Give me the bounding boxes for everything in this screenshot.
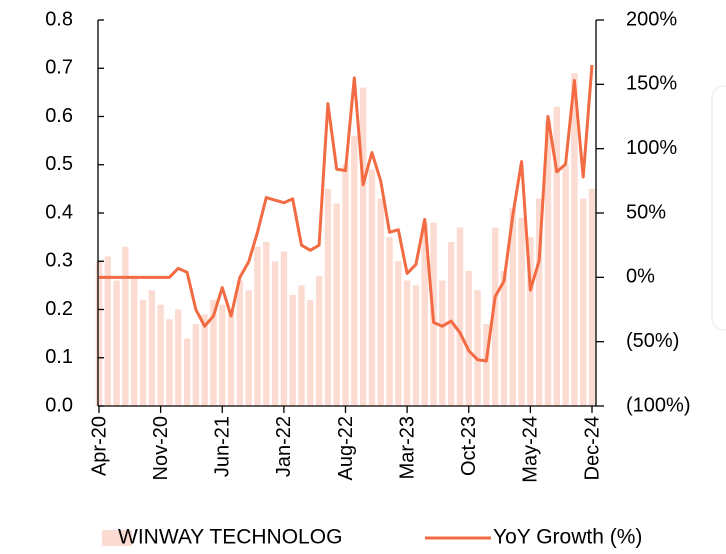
bar: [509, 208, 516, 406]
y-tick-label: 0.0: [45, 394, 73, 416]
bar: [131, 275, 138, 406]
bar: [403, 280, 411, 406]
bar: [421, 222, 428, 406]
y-tick-label: 0.4: [45, 201, 73, 223]
x-tick-label: Jun-21: [212, 416, 234, 477]
bar: [500, 270, 508, 406]
bar: [439, 280, 446, 406]
x-tick-label: May-24: [520, 416, 542, 483]
bar: [447, 241, 455, 406]
bar: [474, 290, 481, 406]
y-tick-label: 0.8: [45, 8, 73, 30]
bar: [368, 169, 376, 406]
bar: [588, 188, 596, 406]
bar: [245, 290, 252, 406]
x-tick-label: Aug-22: [335, 416, 357, 481]
bar: [236, 280, 244, 406]
bar: [315, 275, 323, 406]
bar: [210, 299, 217, 406]
x-tick-label: Mar-23: [396, 416, 418, 479]
y2-tick-label: 150%: [626, 73, 677, 95]
y-tick-label: 0.5: [45, 153, 73, 175]
legend-swatch: [102, 530, 132, 546]
bar: [342, 164, 349, 406]
bar: [456, 227, 464, 406]
bar: [518, 217, 525, 406]
bar: [175, 309, 182, 406]
x-tick-label: Apr-20: [88, 416, 110, 476]
bar: [219, 304, 226, 406]
y2-tick-label: 50%: [626, 201, 666, 223]
bar: [298, 285, 305, 406]
bar: [491, 227, 499, 406]
bar: [333, 203, 340, 406]
bar: [544, 121, 552, 406]
bar: [289, 295, 296, 406]
bar: [192, 323, 200, 406]
side-panel: [711, 85, 726, 331]
bar: [412, 285, 420, 406]
bar: [465, 270, 472, 406]
bar: [307, 299, 314, 406]
x-tick-label: Jan-22: [273, 416, 295, 477]
bar: [579, 198, 587, 406]
bar: [166, 319, 173, 406]
bar: [122, 246, 129, 406]
bar: [527, 237, 534, 406]
bar: [95, 261, 103, 406]
bar: [324, 188, 332, 406]
y2-tick-label: (50%): [626, 330, 679, 352]
bar: [562, 164, 569, 406]
bar: [359, 87, 367, 407]
bar: [386, 237, 393, 406]
bar: [280, 251, 288, 406]
bar: [104, 256, 112, 406]
legend-label: WINWAY TECHNOLOG: [118, 526, 342, 549]
y2-tick-label: (100%): [626, 394, 690, 416]
bar: [271, 261, 279, 406]
bar: [553, 106, 560, 406]
legend-label: YoY Growth (%): [493, 526, 642, 549]
bar: [201, 314, 208, 406]
bar: [254, 246, 261, 406]
bar: [183, 338, 191, 406]
bar: [571, 73, 578, 406]
y2-tick-label: 200%: [626, 8, 677, 30]
bar: [395, 261, 402, 406]
y-tick-label: 0.1: [45, 346, 73, 368]
y-tick-label: 0.3: [45, 250, 73, 272]
y2-tick-label: 0%: [626, 266, 655, 288]
bar: [148, 290, 156, 406]
y-tick-label: 0.7: [45, 57, 73, 79]
bar: [227, 309, 235, 406]
bar: [139, 299, 147, 406]
bar: [535, 198, 543, 406]
bar: [377, 198, 384, 406]
y-tick-label: 0.2: [45, 298, 73, 320]
y2-tick-label: 100%: [626, 137, 677, 159]
line: [99, 64, 594, 363]
bar: [351, 135, 358, 407]
bar: [263, 241, 270, 406]
bar: [157, 304, 164, 406]
bar: [483, 323, 490, 406]
x-tick-label: Oct-23: [458, 416, 480, 476]
y-tick-label: 0.6: [45, 105, 73, 127]
bar: [113, 280, 120, 406]
x-tick-label: Nov-20: [150, 416, 172, 480]
x-tick-label: Dec-24: [581, 416, 603, 480]
